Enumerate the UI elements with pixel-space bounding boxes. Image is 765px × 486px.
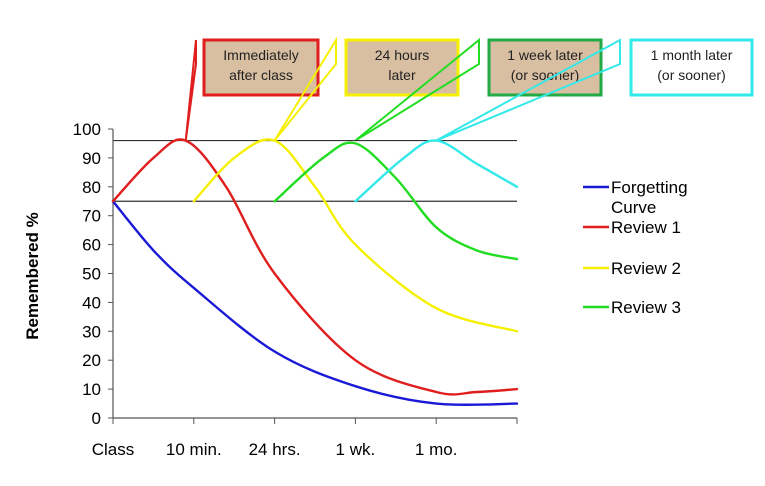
callout-text: 24 hours [375, 47, 429, 63]
y-tick-label: 30 [82, 322, 101, 341]
callout-text: 1 month later [651, 47, 733, 63]
series-line-review-3 [273, 141, 519, 261]
y-tick-label: 60 [82, 236, 101, 255]
legend-label: Review 3 [611, 298, 681, 317]
y-tick-label: 20 [82, 351, 101, 370]
callout-box [202, 38, 320, 97]
x-tick-label: 1 mo. [415, 440, 458, 459]
series-line-forgetting-curve [111, 200, 519, 407]
x-tick-label: Class [92, 440, 135, 459]
y-tick-label: 80 [82, 178, 101, 197]
callout-group: Immediately after class 24 hours later 1 wee… [184, 36, 754, 142]
callout-text: 1 week later [507, 47, 583, 63]
legend-label: Review 2 [611, 259, 681, 278]
axes: 0 10 20 30 40 50 60 70 80 90 100 Class 10 min. 24 hrs… [73, 120, 518, 459]
x-tick-label: 1 wk. [336, 440, 376, 459]
callout-text: later [388, 67, 416, 83]
y-tick-label: 40 [82, 293, 101, 312]
legend-label: Forgetting [611, 178, 688, 197]
callout-pointer [184, 39, 197, 141]
y-tick-label: 10 [82, 380, 101, 399]
legend-label: Curve [611, 198, 656, 217]
callout-text: after class [229, 67, 293, 83]
y-tick-label: 70 [82, 207, 101, 226]
y-axis-label: Remembered % [23, 212, 42, 340]
callout-box [344, 38, 460, 97]
y-tick-label: 90 [82, 149, 101, 168]
callout-text: Immediately [223, 47, 298, 63]
callout-pointer [273, 36, 337, 142]
callout-pointer [354, 37, 480, 142]
series-line-review-2 [192, 138, 519, 333]
callout-box [629, 38, 754, 97]
y-tick-label: 50 [82, 265, 101, 284]
y-tick-label: 100 [73, 120, 101, 139]
callout-text: (or sooner) [657, 67, 725, 83]
x-tick-label: 24 hrs. [249, 440, 301, 459]
series-group [111, 138, 519, 407]
callout-box [487, 38, 603, 97]
series-line-review-1 [111, 138, 519, 396]
legend-label: Review 1 [611, 218, 681, 237]
y-tick-label: 0 [92, 409, 101, 428]
x-tick-label: 10 min. [166, 440, 222, 459]
series-line-review-4 [354, 139, 519, 203]
callout-pointer [435, 38, 621, 142]
